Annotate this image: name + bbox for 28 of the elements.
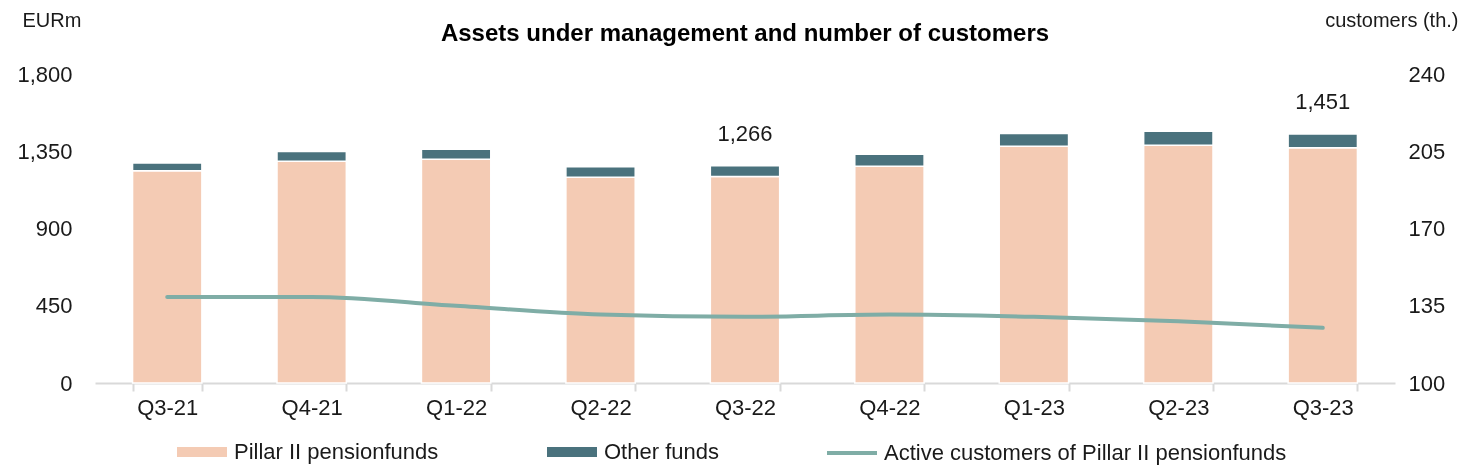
legend-label: Other funds <box>604 439 719 464</box>
chart-title: Assets under management and number of customers <box>440 19 1050 46</box>
y-axis-title: EURm <box>22 8 82 31</box>
legend-label: Active customers of Pillar II pensionfunds <box>884 440 1287 465</box>
x-tick-label: Q3-23 <box>1292 394 1354 420</box>
legend-label: Pillar II pensionfunds <box>234 439 439 464</box>
y-tick-label: 1,800 <box>17 61 73 87</box>
x-tick-label: Q2-22 <box>570 394 632 420</box>
x-tick-label: Q2-23 <box>1148 394 1210 420</box>
x-tick-label: Q3-22 <box>714 394 777 420</box>
total-label: 1,266 <box>717 120 773 146</box>
y-tick-label: 900 <box>35 216 73 241</box>
y2-tick-label: 205 <box>1408 138 1446 164</box>
x-tick-label: Q1-23 <box>1003 394 1065 420</box>
line-series <box>165 294 1325 330</box>
y2-axis-title: customers (th.) <box>1325 8 1459 31</box>
x-tick-label: Q1-22 <box>426 394 488 420</box>
y2-tick-label: 100 <box>1408 370 1446 396</box>
total-label: 1,451 <box>1295 88 1351 114</box>
x-tick-label: Q3-21 <box>137 394 199 420</box>
y-tick-label: 1,350 <box>17 138 73 164</box>
y2-tick-label: 170 <box>1408 216 1446 241</box>
y2-tick-label: 135 <box>1408 293 1446 319</box>
y-tick-label: 450 <box>35 293 73 319</box>
y2-tick-label: 240 <box>1408 61 1446 87</box>
x-tick-label: Q4-22 <box>859 394 921 420</box>
y-tick-label: 0 <box>60 370 73 396</box>
x-tick-label: Q4-21 <box>281 394 343 420</box>
